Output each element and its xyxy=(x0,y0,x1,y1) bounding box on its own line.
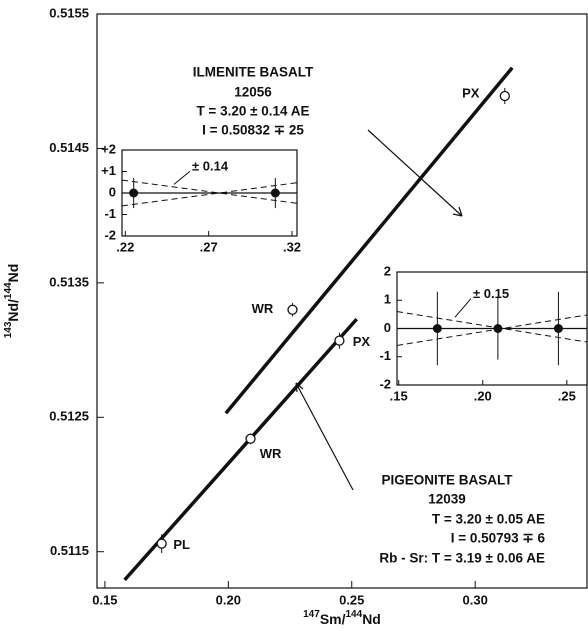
isochron-line xyxy=(123,317,358,582)
annotation: ILMENITE BASALT xyxy=(193,65,314,80)
data-point xyxy=(270,188,280,198)
data-point xyxy=(245,433,256,444)
x-axis-label: 147Sm/144Nd xyxy=(303,609,381,627)
annotation-arrow xyxy=(295,382,354,491)
annotation-arrow xyxy=(367,129,463,217)
y-tick-label: 0.5135 xyxy=(49,274,89,289)
data-point xyxy=(287,304,298,315)
x-tick-label: .25 xyxy=(558,388,576,403)
envelope xyxy=(396,311,588,343)
y-tick-label: 0 xyxy=(109,184,116,199)
annotation: Rb - Sr: T = 3.19 ± 0.06 AE xyxy=(379,551,545,566)
y-tick-label: -2 xyxy=(379,376,391,391)
annotation: ± 0.14 xyxy=(192,159,229,174)
point-label: PX xyxy=(353,334,371,349)
y-axis-label-part: 144 xyxy=(3,282,14,299)
x-axis-label-part: 147 xyxy=(303,609,320,620)
y-tick-label: -2 xyxy=(104,227,116,242)
y-tick-label: 0.5155 xyxy=(49,5,89,20)
data-point xyxy=(334,335,345,346)
x-tick-label: .20 xyxy=(474,388,492,403)
y-tick-label: 0 xyxy=(384,320,391,335)
x-tick-label: .32 xyxy=(283,239,301,254)
data-point xyxy=(156,538,167,549)
annotation: 12039 xyxy=(428,492,466,507)
data-point xyxy=(553,324,563,333)
annotation: I = 0.50832 ∓ 25 xyxy=(202,123,304,138)
y-axis-label-part: Nd xyxy=(5,264,21,283)
x-tick-label: .15 xyxy=(390,388,408,403)
y-tick-label: -1 xyxy=(379,348,391,363)
y-tick-label: 2 xyxy=(384,263,391,278)
annotation: PIGEONITE BASALT xyxy=(381,473,513,488)
annotation-pointer xyxy=(454,298,472,318)
annotation: 12056 xyxy=(234,85,272,100)
x-tick-label: 0.20 xyxy=(216,592,241,607)
x-axis-label-part: Sm/ xyxy=(320,611,346,627)
y-tick-label: 0.5145 xyxy=(49,140,89,155)
annotation: I = 0.50793 ∓ 6 xyxy=(451,531,546,546)
data-point xyxy=(499,90,510,102)
x-axis-label-part: Nd xyxy=(362,611,381,627)
y-tick-label: 0.5125 xyxy=(49,409,89,424)
x-tick-label: .22 xyxy=(116,239,134,254)
isochron-line xyxy=(224,66,514,415)
annotation: ± 0.15 xyxy=(473,286,509,301)
x-tick-label: 0.25 xyxy=(339,592,364,607)
y-axis-label: 143Nd/144Nd xyxy=(3,264,21,339)
point-label: WR xyxy=(252,301,274,316)
data-point xyxy=(432,324,442,333)
y-tick-label: -1 xyxy=(104,206,116,221)
data-point xyxy=(129,188,139,198)
x-axis-label-part: 144 xyxy=(346,609,363,620)
annotation: T = 3.20 ± 0.14 AE xyxy=(196,104,309,119)
y-tick-label: +1 xyxy=(101,163,116,178)
envelope xyxy=(396,314,588,346)
y-tick-label: +2 xyxy=(101,141,116,156)
point-label: PX xyxy=(462,85,480,100)
data-point xyxy=(493,324,503,333)
y-axis-label-part: Nd/ xyxy=(5,299,21,322)
y-tick-label: 0.5115 xyxy=(50,543,89,558)
y-tick-label: 1 xyxy=(384,292,391,307)
point-label: WR xyxy=(260,446,282,461)
annotation: T = 3.20 ± 0.05 AE xyxy=(432,512,545,527)
annotation-pointer xyxy=(173,170,191,185)
x-tick-label: 0.30 xyxy=(463,592,488,607)
x-tick-label: .27 xyxy=(200,239,218,254)
y-axis-label-part: 143 xyxy=(3,321,14,338)
x-tick-label: 0.15 xyxy=(92,592,117,607)
point-label: PL xyxy=(173,537,190,552)
